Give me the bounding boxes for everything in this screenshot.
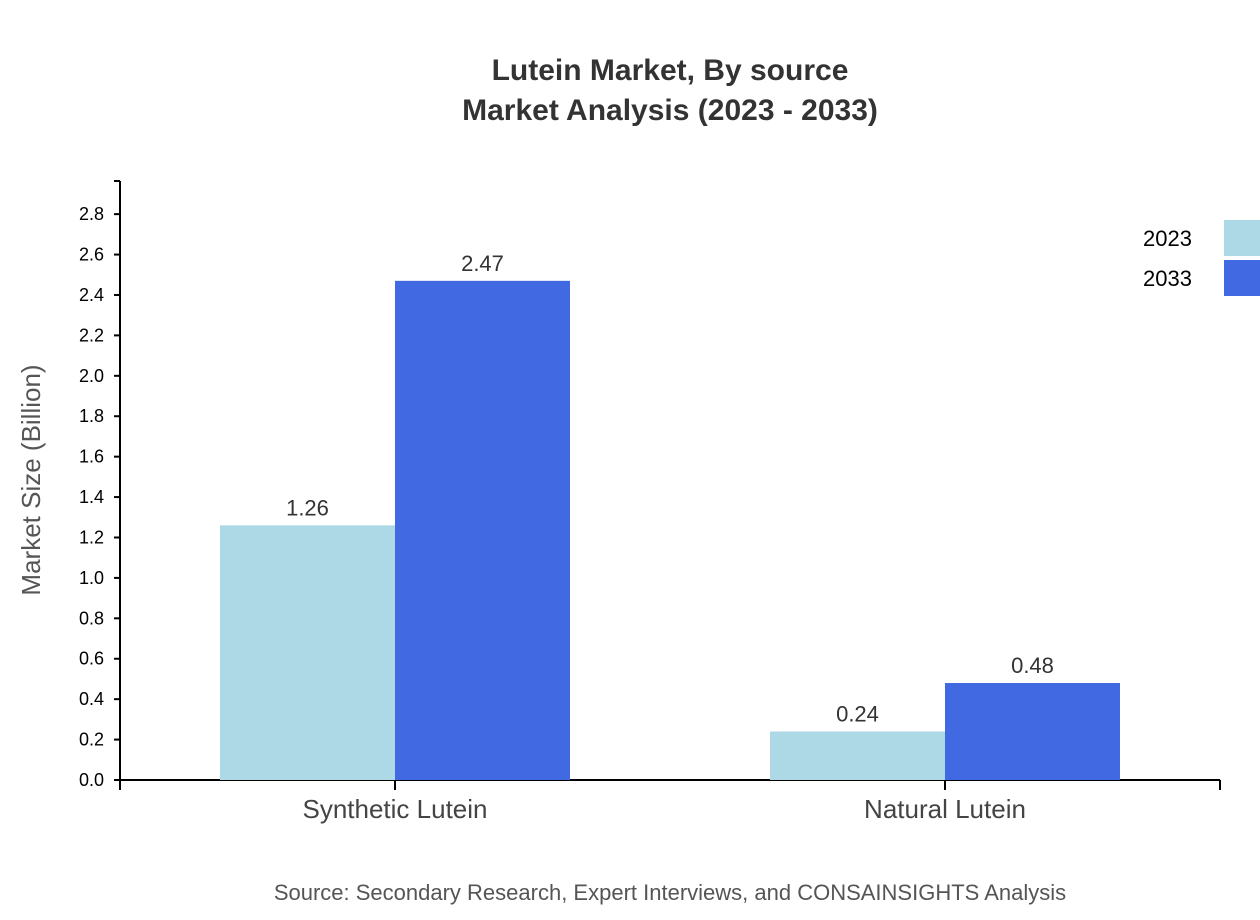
- y-tick-label: 1.8: [79, 406, 104, 426]
- legend-swatch: [1224, 220, 1260, 256]
- data-label: 0.24: [836, 701, 879, 726]
- y-tick-label: 2.8: [79, 204, 104, 224]
- source-note: Source: Secondary Research, Expert Inter…: [274, 880, 1066, 905]
- y-axis: 0.0 0.2 0.4 0.6 0.8 1.0 1.2 1.4 1.6 1.8 2.0 2.2 2.4 2…: [79, 180, 121, 790]
- y-tick-label: 1.2: [79, 527, 104, 547]
- y-tick-label: 2.0: [79, 366, 104, 386]
- y-tick-label: 1.6: [79, 447, 104, 467]
- chart-subtitle: Market Analysis (2023 - 2033): [462, 94, 878, 127]
- y-tick-label: 2.6: [79, 245, 104, 265]
- chart-title: Lutein Market, By source: [492, 54, 849, 87]
- y-tick-label: 2.4: [79, 285, 104, 305]
- y-tick-label: 0.8: [79, 608, 104, 628]
- bar-2033: [395, 280, 570, 780]
- x-tick-label: Natural Lutein: [864, 794, 1026, 824]
- legend-swatch: [1224, 260, 1260, 296]
- data-label: 1.26: [286, 495, 329, 520]
- legend: 2023 2033: [1143, 220, 1260, 296]
- legend-label: 2033: [1143, 266, 1192, 291]
- x-tick-label: Synthetic Lutein: [302, 794, 487, 824]
- bar-2023: [770, 731, 945, 780]
- legend-label: 2023: [1143, 226, 1192, 251]
- y-tick-label: 0.0: [79, 770, 104, 790]
- data-label: 2.47: [461, 251, 504, 276]
- y-tick-label: 1.0: [79, 568, 104, 588]
- y-axis-label: Market Size (Billion): [16, 364, 46, 595]
- y-tick-label: 0.6: [79, 649, 104, 669]
- x-axis: Synthetic Lutein Natural Lutein: [119, 779, 1221, 824]
- y-tick-label: 1.4: [79, 487, 104, 507]
- bar-2033: [945, 682, 1120, 780]
- bar-2023: [220, 525, 395, 780]
- data-label: 0.48: [1011, 653, 1054, 678]
- y-tick-label: 0.2: [79, 730, 104, 750]
- y-tick-label: 2.2: [79, 325, 104, 345]
- bars: 1.26 2.47 0.24 0.48: [220, 251, 1120, 780]
- y-tick-label: 0.4: [79, 689, 104, 709]
